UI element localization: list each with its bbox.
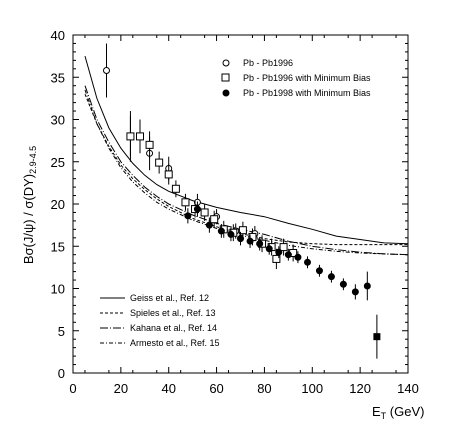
x-tick-label: 80 [257,381,271,396]
data-point-open-square [200,208,209,217]
legend-marker-open-circle [222,59,230,67]
x-tick-label: 60 [209,381,223,396]
curve-solid [84,55,409,245]
plot-frame [72,34,409,374]
legend-model-curves: Geiss et al., Ref. 12 Spieles et al., Re… [100,293,220,348]
data-point-filled-circle [205,221,213,229]
data-point-filled-circle [265,245,273,253]
legend-item-pbpb1998-minbias: Pb - Pb1998 with Minimum Bias [222,88,371,98]
data-point-open-square [126,132,135,141]
data-points [103,43,381,359]
data-point-filled-circle [217,227,225,235]
y-tick-label: 20 [51,197,65,212]
curve-dash-dot [84,89,409,256]
data-point-filled-circle [193,205,201,213]
data-point-open-square [238,226,247,235]
y-axis-title-subscript: 2.9-4.5 [28,146,38,174]
model-curves [84,55,409,256]
axis-ticks: 0 20 40 60 80 100 120 140 0 5 10 15 20 25 30 35 40 [51,28,419,396]
legend-label-kahana: Kahana et al., Ref. 14 [130,323,217,333]
x-tick-label: 20 [114,381,128,396]
y-tick-label: 0 [58,366,65,381]
y-tick-label: 25 [51,155,65,170]
x-tick-label: 40 [161,381,175,396]
x-axis-title-main: E [372,404,381,419]
data-point-filled-circle [315,267,323,275]
data-point-filled-circle [237,235,244,243]
x-axis-title: ET (GeV) [372,404,424,421]
data-point-filled-circle [275,248,283,256]
data-point-open-circle [103,66,110,74]
legend-label-spieles: Spieles et al., Ref. 13 [130,308,216,318]
legend-item-armesto: Armesto et al., Ref. 15 [100,338,220,348]
curve-dashed [84,94,408,246]
data-point-filled-circle [294,253,302,261]
legend-label-armesto: Armesto et al., Ref. 15 [130,338,220,348]
y-tick-label: 10 [51,282,65,297]
data-point-open-square [279,243,288,252]
legend-item-pbpb1996-minbias: Pb - Pb1996 with Minimum Bias [221,73,371,83]
y-tick-label: 35 [51,70,65,85]
legend-label-pbpb1996-minbias: Pb - Pb1996 with Minimum Bias [243,73,371,83]
x-tick-label: 100 [301,381,323,396]
y-tick-label: 5 [58,324,65,339]
data-point-open-square [210,215,219,224]
data-point-filled-square [373,333,381,341]
data-point-open-square [145,140,154,149]
data-point-open-square [155,158,164,167]
data-point-filled-circle [339,280,347,288]
legend-data-series: Pb - Pb1996 Pb - Pb1996 with Minimum Bia… [221,58,371,98]
data-point-filled-circle [304,258,311,266]
data-point-filled-circle [227,230,235,238]
x-axis-title-subscript: T [381,411,387,421]
x-tick-label: 0 [69,381,76,396]
y-axis-title: Bσ(J/ψ) / σ(DY)2.9-4.5 [21,146,38,264]
data-point-open-square [171,184,180,193]
legend-marker-filled-circle [222,89,230,97]
data-point-filled-circle [256,240,264,248]
legend-item-pbpb1996: Pb - Pb1996 [222,58,293,68]
x-tick-label: 120 [349,381,371,396]
data-point-filled-circle [284,251,292,259]
legend-label-pbpb1996: Pb - Pb1996 [243,58,293,68]
data-point-filled-circle [363,282,371,290]
data-point-filled-circle [246,237,254,245]
legend-item-geiss: Geiss et al., Ref. 12 [100,293,209,303]
y-tick-label: 15 [51,239,65,254]
x-axis-title-unit: (GeV) [386,404,424,419]
x-tick-label: 140 [397,381,419,396]
legend-marker-open-square [221,73,230,82]
data-point-filled-circle [184,212,192,220]
data-point-open-square [164,170,173,179]
y-axis-title-main: Bσ(J/ψ) / σ(DY) [21,174,36,264]
legend-label-geiss: Geiss et al., Ref. 12 [130,293,209,303]
legend-label-pbpb1998-minbias: Pb - Pb1998 with Minimum Bias [243,88,371,98]
y-tick-label: 30 [51,113,65,128]
legend-item-spieles: Spieles et al., Ref. 13 [100,308,216,318]
y-tick-label: 40 [51,28,65,43]
data-point-open-square [181,198,190,207]
data-point-filled-circle [327,273,335,281]
data-point-open-square [136,132,144,141]
data-point-filled-circle [351,288,359,296]
data-point-open-square [272,254,281,263]
legend-item-kahana: Kahana et al., Ref. 14 [100,323,217,333]
